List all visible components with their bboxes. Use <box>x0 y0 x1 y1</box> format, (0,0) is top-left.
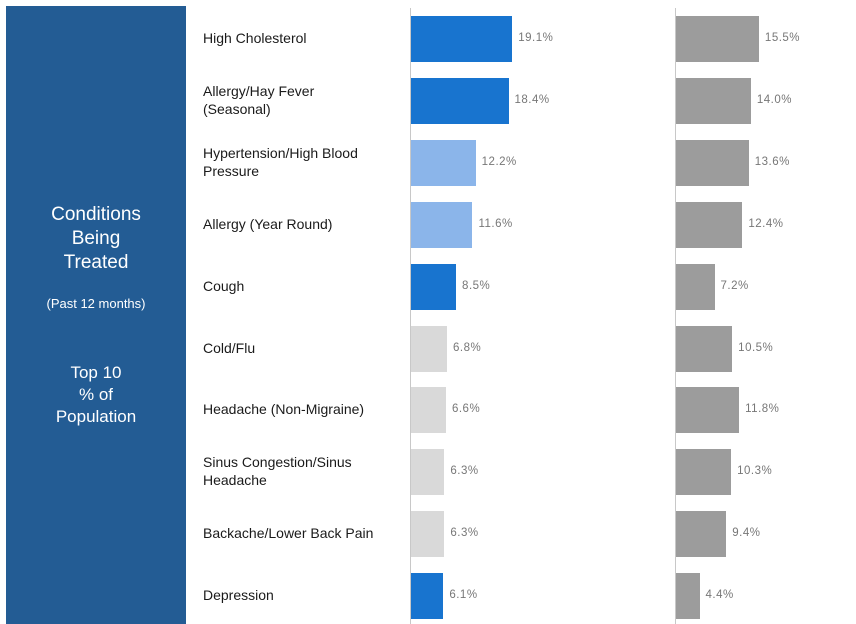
value-label: 10.3% <box>737 465 773 478</box>
category-label: Sinus Congestion/Sinus Headache <box>203 454 352 489</box>
category-label: Backache/Lower Back Pain <box>203 525 374 542</box>
category-label: Cold/Flu <box>203 339 256 356</box>
category-label: Hypertension/High Blood Pressure <box>203 144 358 179</box>
category-label: Allergy/Hay Fever (Seasonal) <box>203 82 315 117</box>
axis-line-1 <box>410 8 411 624</box>
bar-series-1 <box>411 325 448 372</box>
value-label: 11.6% <box>478 217 513 230</box>
category-label: Cough <box>203 277 245 294</box>
bar-series-2 <box>676 449 732 496</box>
bar-series-2 <box>676 573 700 620</box>
value-label: 11.8% <box>745 403 780 416</box>
axis-line-2 <box>675 8 676 624</box>
value-label: 13.6% <box>754 155 790 168</box>
category-label: Allergy (Year Round) <box>203 215 333 232</box>
value-label: 10.5% <box>738 341 774 354</box>
category-label: Depression <box>203 587 274 604</box>
value-label: 15.5% <box>764 32 801 44</box>
value-label: 12.2% <box>481 155 517 168</box>
category-label: High Cholesterol <box>203 30 307 46</box>
bar-series-1 <box>411 573 444 620</box>
bar-series-1 <box>411 449 445 496</box>
sidebar-subtitle: (Past 12 months) <box>46 296 146 311</box>
value-label: 6.8% <box>453 341 482 354</box>
value-label: 7.2% <box>720 279 749 292</box>
value-label: 4.4% <box>705 589 734 602</box>
bar-series-1 <box>411 201 473 248</box>
sidebar-title: Conditions Being Treated <box>51 204 141 273</box>
bar-series-1 <box>411 387 446 434</box>
sidebar-top-text: Top 10 % of Population <box>55 363 137 426</box>
value-label: 14.0% <box>756 93 792 106</box>
bar-series-2 <box>676 16 759 62</box>
category-label: Headache (Non-Migraine) <box>203 401 365 418</box>
bar-series-1 <box>411 263 457 310</box>
bar-series-2 <box>676 139 749 186</box>
bar-series-1 <box>411 511 445 558</box>
bar-series-2 <box>676 77 751 124</box>
bar-series-2 <box>676 511 727 558</box>
value-label: 6.1% <box>449 589 478 602</box>
bar-series-1 <box>411 77 509 124</box>
value-label: 6.3% <box>450 527 479 540</box>
sidebar-panel: Conditions Being Treated (Past 12 months… <box>6 6 186 624</box>
bar-series-1 <box>411 139 476 186</box>
value-label: 12.4% <box>748 217 784 230</box>
value-label: 8.5% <box>462 279 491 292</box>
bar-series-2 <box>676 387 740 434</box>
value-label: 9.4% <box>732 527 761 540</box>
value-label: 18.4% <box>514 93 550 106</box>
bar-series-2 <box>676 263 715 310</box>
bar-series-2 <box>676 201 743 248</box>
bar-series-1 <box>411 16 513 62</box>
value-label: 6.3% <box>450 465 479 478</box>
value-label: 6.6% <box>451 403 481 416</box>
bar-series-2 <box>676 325 733 372</box>
value-label: 19.1% <box>518 32 554 44</box>
